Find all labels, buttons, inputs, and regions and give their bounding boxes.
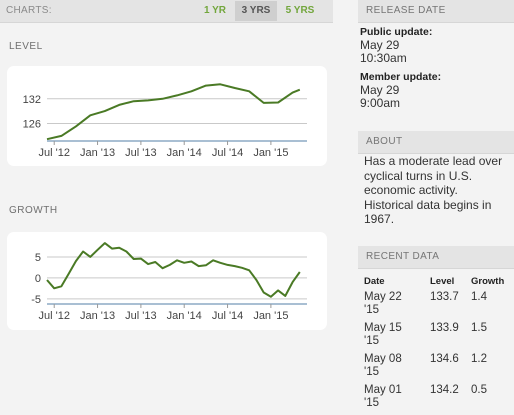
row-growth: 1.2 xyxy=(471,353,487,365)
recent-data-title: RECENT DATA xyxy=(366,251,440,262)
growth-chart-panel: -5 0 5 Jul '12 Jan '13 Jul '13 Jan '14 Jul '14 J… xyxy=(7,232,327,330)
charts-header: CHARTS: 1 YR 3 YRS 5 YRS xyxy=(0,0,333,23)
level-chart-panel: 126 132 Jul '12 Jan '13 Jul '13 Jan '14 Jul '1… xyxy=(7,66,327,166)
col-header-growth: Growth xyxy=(471,276,505,287)
x-tick-label: Jan '13 xyxy=(80,147,115,159)
public-update-label: Public update: xyxy=(360,26,433,38)
x-tick-label: Jul '12 xyxy=(38,310,69,322)
level-title: LEVEL xyxy=(9,41,43,52)
x-tick-label: Jul '14 xyxy=(212,310,243,322)
charts-column: CHARTS: 1 YR 3 YRS 5 YRS LEVEL 126 132 Jul… xyxy=(0,0,333,330)
row-growth: 1.5 xyxy=(471,322,487,334)
growth-title: GROWTH xyxy=(9,205,58,216)
row-date: May 08 '15 xyxy=(364,353,402,379)
growth-chart: -5 0 5 Jul '12 Jan '13 Jul '13 Jan '14 Jul '14 J… xyxy=(31,242,307,322)
member-update-date: May 29 xyxy=(360,83,400,97)
release-date-header: RELEASE DATE xyxy=(358,0,514,23)
row-date-day: May 01 xyxy=(364,384,402,396)
about-title: ABOUT xyxy=(366,136,403,147)
col-header-date: Date xyxy=(364,276,385,287)
series-line xyxy=(46,83,301,141)
row-level: 134.2 xyxy=(430,384,459,396)
about-header: ABOUT xyxy=(358,131,514,154)
x-tick-label: Jan '14 xyxy=(167,147,202,159)
x-tick-label: Jan '15 xyxy=(253,310,288,322)
row-date: May 15 '15 xyxy=(364,322,402,348)
row-growth: 1.4 xyxy=(471,291,487,303)
series-line xyxy=(46,242,301,298)
row-date-day: May 22 xyxy=(364,291,402,303)
x-tick-label: Jul '13 xyxy=(125,147,156,159)
col-header-level: Level xyxy=(430,276,455,287)
row-date-day: May 08 xyxy=(364,353,402,365)
release-info: Public update: May 29 10:30am Member upd… xyxy=(360,26,441,110)
x-tick-label: Jul '14 xyxy=(212,147,243,159)
public-update-time: 10:30am xyxy=(360,51,407,65)
y-tick-label: -5 xyxy=(31,294,41,306)
row-date-year: '15 xyxy=(364,304,379,316)
row-growth: 0.5 xyxy=(471,384,487,396)
row-level: 134.6 xyxy=(430,353,459,365)
row-level: 133.9 xyxy=(430,322,459,334)
release-date-title: RELEASE DATE xyxy=(366,5,446,16)
level-chart: 126 132 Jul '12 Jan '13 Jul '13 Jan '14 Jul '1… xyxy=(23,83,307,159)
y-tick-label: 0 xyxy=(35,273,41,285)
range-tab-5yrs[interactable]: 5 YRS xyxy=(285,5,315,16)
info-column: RELEASE DATE Public update: May 29 10:30… xyxy=(358,0,514,415)
y-tick-label: 132 xyxy=(23,94,41,106)
x-tick-label: Jul '12 xyxy=(38,147,69,159)
about-text: Has a moderate lead over cyclical turns … xyxy=(364,154,503,226)
recent-data-header: RECENT DATA xyxy=(358,246,514,269)
row-date: May 01 '15 xyxy=(364,384,402,410)
y-tick-label: 5 xyxy=(35,252,41,264)
row-date-year: '15 xyxy=(364,335,379,347)
x-tick-label: Jan '15 xyxy=(253,147,288,159)
x-tick-label: Jan '13 xyxy=(80,310,115,322)
member-update-label: Member update: xyxy=(360,71,442,83)
range-tab-3yrs[interactable]: 3 YRS xyxy=(235,1,277,21)
row-date: May 22 '15 xyxy=(364,291,402,317)
row-date-day: May 15 xyxy=(364,322,402,334)
y-tick-label: 126 xyxy=(23,119,41,131)
row-date-year: '15 xyxy=(364,397,379,409)
charts-label: CHARTS: xyxy=(6,5,52,16)
row-level: 133.7 xyxy=(430,291,459,303)
x-tick-label: Jul '13 xyxy=(125,310,156,322)
x-tick-label: Jan '14 xyxy=(167,310,202,322)
member-update-time: 9:00am xyxy=(360,96,401,110)
row-date-year: '15 xyxy=(364,366,379,378)
range-tab-1yr[interactable]: 1 YR xyxy=(203,5,227,16)
public-update-date: May 29 xyxy=(360,38,400,52)
